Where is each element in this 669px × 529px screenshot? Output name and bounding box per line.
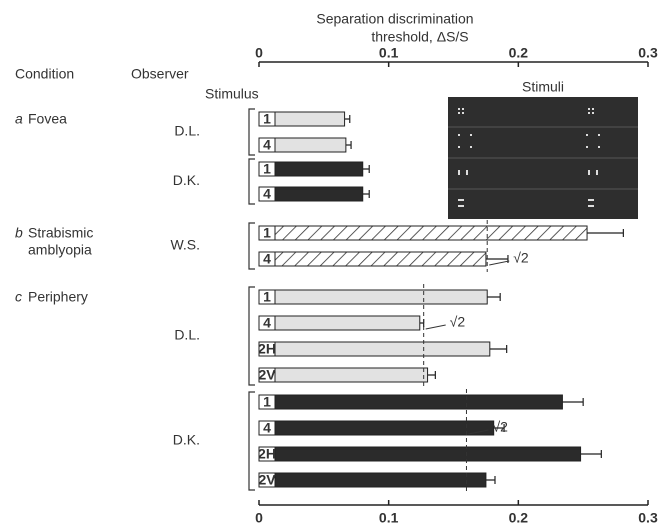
bar — [259, 368, 428, 382]
error-bar — [562, 398, 583, 406]
bracket — [249, 287, 255, 385]
x-tick-label: 0.2 — [509, 45, 529, 61]
error-bar — [420, 319, 424, 327]
header: Condition — [15, 66, 74, 82]
bar — [259, 252, 486, 266]
error-bar — [428, 371, 436, 379]
bar — [259, 395, 562, 409]
bar — [259, 447, 581, 461]
stimulus-label: 4 — [263, 137, 271, 153]
error-bar — [363, 165, 369, 173]
reference-pointer — [489, 261, 509, 265]
bar — [259, 226, 587, 240]
observer-label: W.S. — [170, 237, 200, 253]
reference-label: √2 — [450, 314, 466, 330]
observer-label: D.L. — [174, 123, 200, 139]
stimulus-label: 2H — [258, 446, 276, 462]
reference-label: √2 — [513, 250, 529, 266]
bar — [259, 473, 486, 487]
stimulus-label: 4 — [263, 420, 271, 436]
reference-pointer — [426, 325, 446, 329]
reference-label: √2 — [492, 419, 508, 435]
condition-label: amblyopia — [28, 242, 92, 258]
stimulus-label: 1 — [263, 225, 271, 241]
header: Observer — [131, 66, 189, 82]
condition-label: Strabismic — [28, 225, 93, 241]
bar — [259, 290, 487, 304]
condition-label: Fovea — [28, 111, 67, 127]
stimulus-label: 1 — [263, 289, 271, 305]
bar — [259, 421, 494, 435]
bracket — [249, 109, 255, 155]
x-tick-label: 0 — [255, 510, 263, 524]
stimulus-label: 2V — [258, 367, 276, 383]
error-bar — [581, 450, 602, 458]
x-tick-label: 0.3 — [638, 45, 658, 61]
bar — [259, 316, 420, 330]
condition-letter: b — [15, 225, 23, 241]
condition-letter: c — [15, 289, 22, 305]
stimulus-label: 1 — [263, 161, 271, 177]
bracket — [249, 392, 255, 490]
error-bar — [587, 229, 623, 237]
x-tick-label: 0.1 — [379, 510, 399, 524]
bracket — [249, 159, 255, 204]
observer-label: D.L. — [174, 327, 200, 343]
stimulus-label: 4 — [263, 251, 271, 267]
condition-letter: a — [15, 111, 23, 127]
title-line: threshold, ΔS/S — [371, 29, 468, 45]
error-bar — [345, 115, 350, 123]
stimulus-label: 4 — [263, 315, 271, 331]
x-tick-label: 0.3 — [638, 510, 658, 524]
x-tick-label: 0.2 — [509, 510, 529, 524]
observer-label: D.K. — [173, 172, 200, 188]
inset-label: Stimuli — [522, 79, 564, 95]
error-bar — [346, 141, 351, 149]
bracket — [249, 223, 255, 269]
chart: Separation discrimination threshold, ΔS/… — [0, 0, 669, 524]
error-bar — [486, 476, 495, 484]
stimulus-label: 2V — [258, 472, 276, 488]
error-bar — [487, 293, 500, 301]
header: Stimulus — [205, 86, 259, 102]
error-bar — [490, 345, 507, 353]
stimulus-label: 2H — [258, 341, 276, 357]
observer-label: D.K. — [173, 432, 200, 448]
stimuli-inset — [448, 97, 638, 219]
bar — [259, 342, 490, 356]
stimulus-label: 1 — [263, 394, 271, 410]
title-line: Separation discrimination — [316, 11, 473, 27]
condition-label: Periphery — [28, 289, 88, 305]
x-tick-label: 0.1 — [379, 45, 399, 61]
stimulus-label: 4 — [263, 186, 271, 202]
stimulus-label: 1 — [263, 111, 271, 127]
x-tick-label: 0 — [255, 45, 263, 61]
error-bar — [363, 190, 369, 198]
